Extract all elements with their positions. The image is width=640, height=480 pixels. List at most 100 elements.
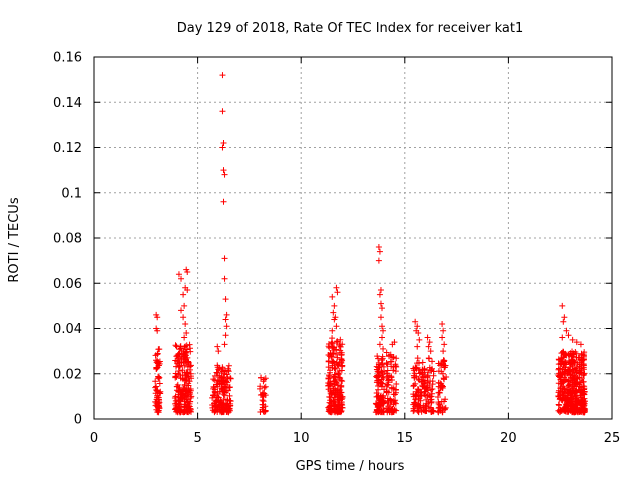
- data-point: [388, 385, 395, 392]
- data-point: [179, 375, 186, 382]
- data-point: [175, 271, 182, 278]
- data-point: [555, 356, 562, 363]
- data-point: [258, 374, 265, 381]
- data-point: [559, 358, 566, 365]
- data-point: [261, 384, 268, 391]
- data-point: [385, 397, 392, 404]
- data-point: [581, 398, 588, 405]
- data-point: [224, 387, 231, 394]
- data-point: [185, 382, 192, 389]
- data-point: [581, 391, 588, 398]
- data-point: [560, 318, 567, 325]
- data-point: [580, 409, 587, 416]
- data-point: [412, 318, 419, 325]
- data-point: [212, 403, 219, 410]
- data-point: [569, 375, 576, 382]
- data-point: [221, 341, 228, 348]
- data-point: [334, 289, 341, 296]
- data-point: [414, 386, 421, 393]
- data-point: [580, 390, 587, 397]
- data-point: [332, 377, 339, 384]
- data-point: [425, 369, 432, 376]
- data-point: [440, 357, 447, 364]
- data-point: [380, 327, 387, 334]
- data-point: [571, 379, 578, 386]
- data-point: [567, 399, 574, 406]
- data-point: [184, 287, 191, 294]
- data-point: [416, 336, 423, 343]
- data-point: [154, 387, 161, 394]
- data-point: [414, 355, 421, 362]
- data-point: [412, 396, 419, 403]
- data-point: [334, 370, 341, 377]
- data-point: [377, 287, 384, 294]
- data-point: [573, 407, 580, 414]
- data-point: [153, 359, 160, 366]
- data-point: [214, 390, 221, 397]
- data-point: [181, 334, 188, 341]
- data-point: [559, 388, 566, 395]
- data-point: [152, 398, 159, 405]
- data-point: [153, 325, 160, 332]
- data-point: [337, 336, 344, 343]
- data-point: [172, 342, 179, 349]
- data-point: [424, 334, 431, 341]
- data-point: [421, 407, 428, 414]
- data-point: [374, 377, 381, 384]
- x-tick-label: 15: [397, 431, 414, 446]
- data-point: [375, 409, 382, 416]
- data-point: [219, 408, 226, 415]
- data-point: [377, 396, 384, 403]
- data-point: [377, 314, 384, 321]
- data-point: [175, 355, 182, 362]
- data-point: [222, 296, 229, 303]
- data-point: [331, 316, 338, 323]
- data-point: [568, 409, 575, 416]
- data-point: [154, 314, 161, 321]
- data-point: [435, 368, 442, 375]
- data-point: [227, 375, 234, 382]
- data-point: [333, 323, 340, 330]
- data-point: [563, 376, 570, 383]
- data-point: [336, 342, 343, 349]
- x-axis-label: GPS time / hours: [296, 459, 405, 474]
- data-point: [375, 257, 382, 264]
- data-point: [181, 353, 188, 360]
- data-point: [180, 291, 187, 298]
- data-point: [210, 392, 217, 399]
- data-point: [556, 372, 563, 379]
- data-point: [336, 374, 343, 381]
- data-point: [375, 401, 382, 408]
- data-point: [571, 383, 578, 390]
- data-point: [569, 336, 576, 343]
- data-point: [182, 356, 189, 363]
- data-point: [155, 409, 162, 416]
- data-point: [331, 302, 338, 309]
- data-point: [386, 353, 393, 360]
- data-point: [375, 386, 382, 393]
- y-tick-label: 0.16: [53, 51, 82, 66]
- data-point: [224, 365, 231, 372]
- data-point: [567, 402, 574, 409]
- data-point: [565, 332, 572, 339]
- data-point: [555, 387, 562, 394]
- data-point: [392, 361, 399, 368]
- data-point: [557, 384, 564, 391]
- data-point: [567, 380, 574, 387]
- data-point: [177, 398, 184, 405]
- data-point: [410, 382, 417, 389]
- data-point: [420, 390, 427, 397]
- data-point: [327, 397, 334, 404]
- data-point: [327, 400, 334, 407]
- data-point: [383, 360, 390, 367]
- data-point: [326, 381, 333, 388]
- data-point: [215, 348, 222, 355]
- x-tick-label: 10: [293, 431, 310, 446]
- data-point: [440, 348, 447, 355]
- y-tick-label: 0.04: [53, 322, 82, 337]
- data-point: [326, 353, 333, 360]
- data-point: [223, 311, 230, 318]
- data-point: [377, 300, 384, 307]
- data-point: [376, 372, 383, 379]
